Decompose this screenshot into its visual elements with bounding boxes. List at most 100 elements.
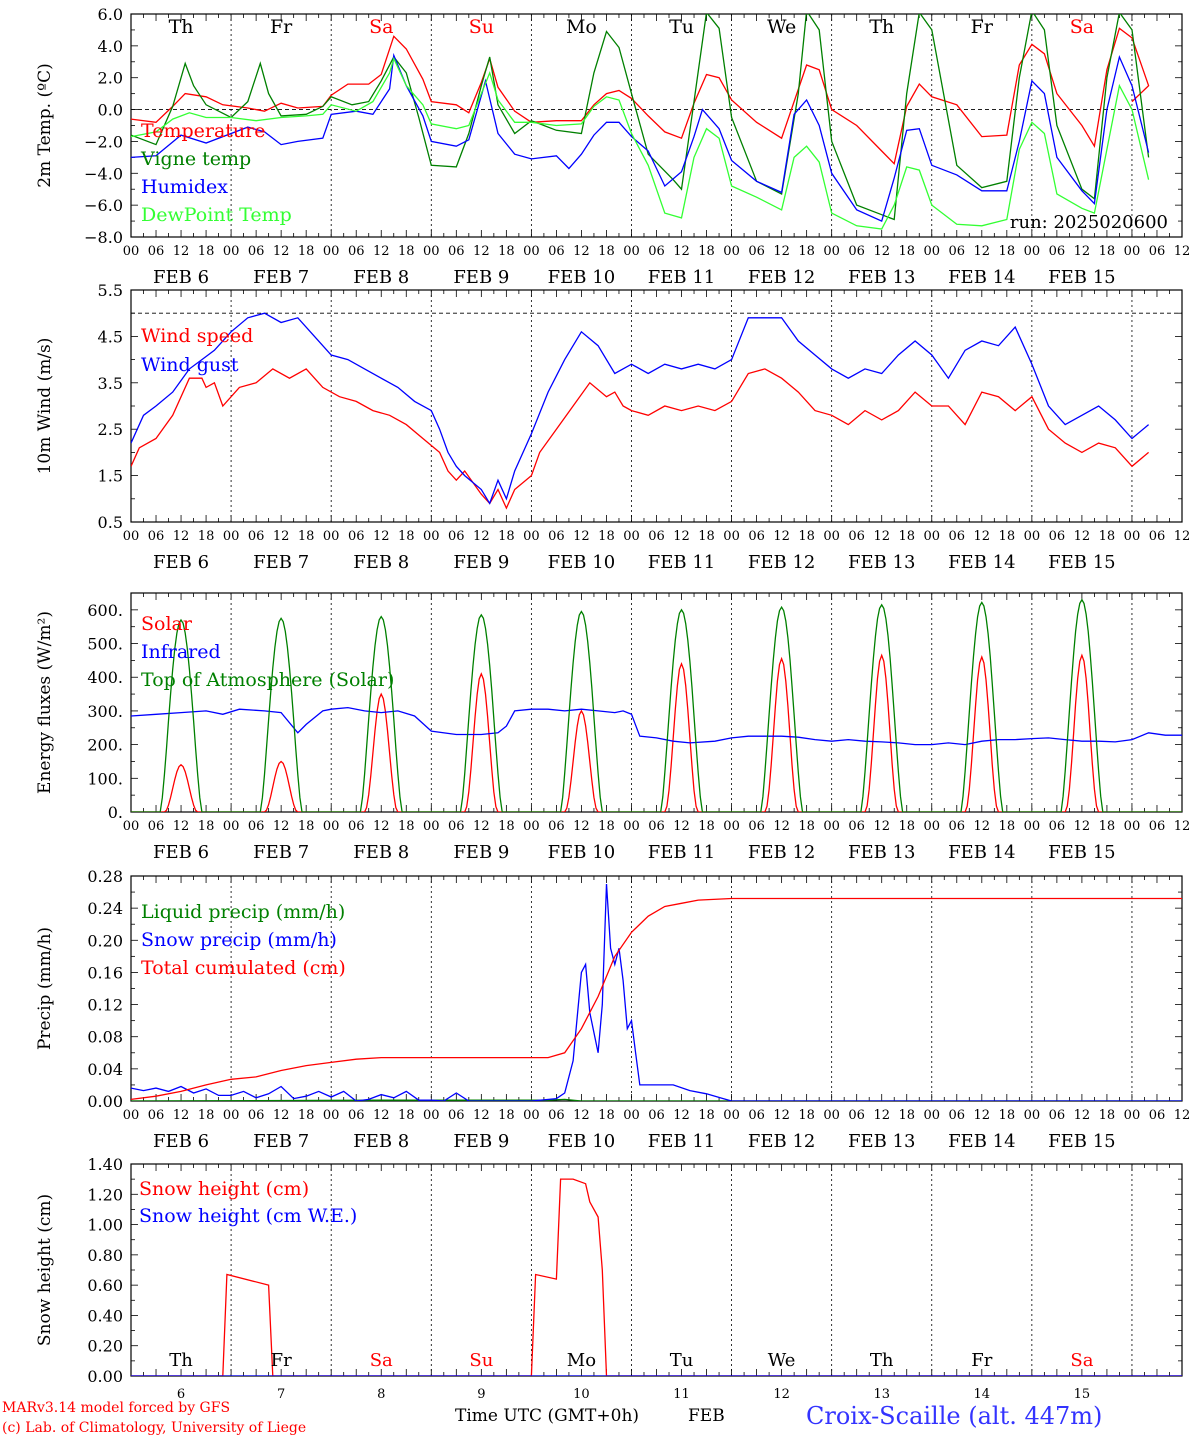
hour-tick-label: 06 — [448, 819, 465, 834]
y-axis-label: Snow height (cm) — [35, 1194, 55, 1346]
y-tick-label: −8.0 — [84, 228, 123, 247]
hour-tick-label: 12 — [373, 244, 390, 259]
weekday-label: Th — [169, 1350, 193, 1371]
weekday-label: Su — [469, 16, 494, 38]
y-tick-label: 0.0 — [98, 101, 123, 120]
date-label: FEB 9 — [453, 842, 509, 863]
hour-tick-label: 12 — [974, 1108, 991, 1123]
y-tick-label: 0.5 — [98, 513, 123, 532]
day-number-label: 10 — [573, 1387, 590, 1402]
hour-tick-label: 06 — [1149, 244, 1166, 259]
hour-tick-label: 18 — [198, 1108, 215, 1123]
hour-tick-label: 06 — [1049, 529, 1066, 544]
day-number-label: 9 — [477, 1387, 485, 1402]
hour-tick-label: 00 — [1124, 244, 1141, 259]
series-line-total-cumulated-cm- — [131, 897, 1182, 1101]
series-line-vigne-temp — [131, 14, 1150, 221]
series-line-wind-speed — [131, 368, 1150, 510]
hour-tick-label: 06 — [1049, 244, 1066, 259]
series-group — [131, 312, 1150, 510]
hour-tick-label: 00 — [923, 529, 940, 544]
date-label: FEB 8 — [353, 267, 409, 288]
day-number-label: 7 — [277, 1387, 285, 1402]
hour-tick-label: 18 — [898, 1108, 915, 1123]
hour-tick-label: 12 — [1174, 819, 1191, 834]
panel-snow: 1.40 1.20 1.00 0.80 0.60 0.40 0.20 0.00 Snow hei… — [35, 1155, 1183, 1402]
y-tick-label: 0.28 — [87, 867, 123, 886]
hour-tick-label: 06 — [148, 529, 165, 544]
legend-item: Humidex — [141, 176, 228, 198]
day-number-label: 13 — [873, 1387, 890, 1402]
hour-tick-label: 12 — [1074, 529, 1091, 544]
date-label: FEB 13 — [848, 552, 915, 573]
date-label: FEB 8 — [353, 1131, 409, 1152]
hour-tick-label: 06 — [448, 244, 465, 259]
hour-tick-label: 18 — [898, 819, 915, 834]
hour-tick-label: 00 — [923, 819, 940, 834]
hour-tick-label: 00 — [823, 529, 840, 544]
series-group — [131, 14, 1150, 230]
legend-item: Solar — [141, 613, 193, 635]
y-tick-label: 4.0 — [98, 37, 123, 56]
hour-tick-label: 18 — [698, 529, 715, 544]
hour-tick-label: 06 — [448, 1108, 465, 1123]
y-tick-label: 0.16 — [87, 963, 123, 982]
hour-tick-label: 00 — [1024, 819, 1041, 834]
series-line-infrared — [131, 706, 1182, 746]
date-label: FEB 13 — [848, 1131, 915, 1152]
y-tick-label: 0.20 — [87, 1337, 123, 1356]
date-label: FEB 9 — [453, 552, 509, 573]
hour-tick-label: 12 — [1174, 244, 1191, 259]
legend-item: Snow precip (mm/h) — [141, 929, 337, 951]
plot-frame — [130, 289, 1183, 523]
hour-tick-label: 00 — [1124, 1108, 1141, 1123]
y-tick-label: 0.24 — [87, 899, 123, 918]
date-label: FEB 15 — [1048, 842, 1115, 863]
hour-tick-label: 06 — [148, 1108, 165, 1123]
hour-tick-label: 12 — [974, 244, 991, 259]
y-tick-label: 500. — [87, 635, 123, 654]
hour-tick-label: 00 — [723, 819, 740, 834]
hour-tick-label: 12 — [873, 1108, 890, 1123]
hour-tick-label: 00 — [723, 1108, 740, 1123]
hour-tick-label: 12 — [473, 819, 490, 834]
hour-tick-label: 06 — [348, 819, 365, 834]
hour-tick-label: 18 — [598, 244, 615, 259]
hour-tick-label: 12 — [974, 819, 991, 834]
hour-tick-label: 18 — [398, 1108, 415, 1123]
series-line-humidex — [131, 52, 1150, 222]
hour-tick-label: 18 — [999, 1108, 1016, 1123]
date-label: FEB 8 — [353, 552, 409, 573]
weekday-label: We — [768, 1350, 796, 1371]
hour-tick-label: 12 — [873, 529, 890, 544]
hour-tick-label: 00 — [1124, 819, 1141, 834]
hour-tick-label: 18 — [198, 529, 215, 544]
hour-tick-label: 06 — [1149, 819, 1166, 834]
series-group — [131, 883, 1182, 1101]
weekday-label: Mo — [567, 1350, 596, 1371]
hour-tick-label: 06 — [548, 819, 565, 834]
hour-tick-label: 12 — [573, 244, 590, 259]
hour-tick-label: 12 — [673, 819, 690, 834]
plot-frame — [130, 592, 1183, 813]
hour-tick-label: 12 — [273, 529, 290, 544]
y-tick-label: 0. — [108, 803, 123, 822]
hour-tick-label: 18 — [698, 1108, 715, 1123]
hour-tick-label: 00 — [423, 819, 440, 834]
y-tick-label: 0.00 — [87, 1092, 123, 1111]
series-line-dewpoint-temp — [131, 56, 1150, 230]
date-label: FEB 9 — [453, 1131, 509, 1152]
hour-tick-label: 06 — [648, 1108, 665, 1123]
hour-tick-label: 00 — [223, 819, 240, 834]
y-tick-label: 0.60 — [87, 1276, 123, 1295]
hour-tick-label: 00 — [923, 244, 940, 259]
y-tick-label: −2.0 — [84, 132, 123, 151]
date-label: FEB 12 — [748, 842, 815, 863]
hour-tick-label: 18 — [498, 244, 515, 259]
station-label: Croix-Scaille (alt. 447m) — [806, 1402, 1103, 1430]
hour-tick-label: 06 — [148, 244, 165, 259]
hour-tick-label: 06 — [949, 244, 966, 259]
y-axis-label: Energy fluxes (W/m²) — [35, 611, 55, 794]
hour-tick-label: 00 — [623, 1108, 640, 1123]
date-label: FEB 7 — [253, 842, 309, 863]
